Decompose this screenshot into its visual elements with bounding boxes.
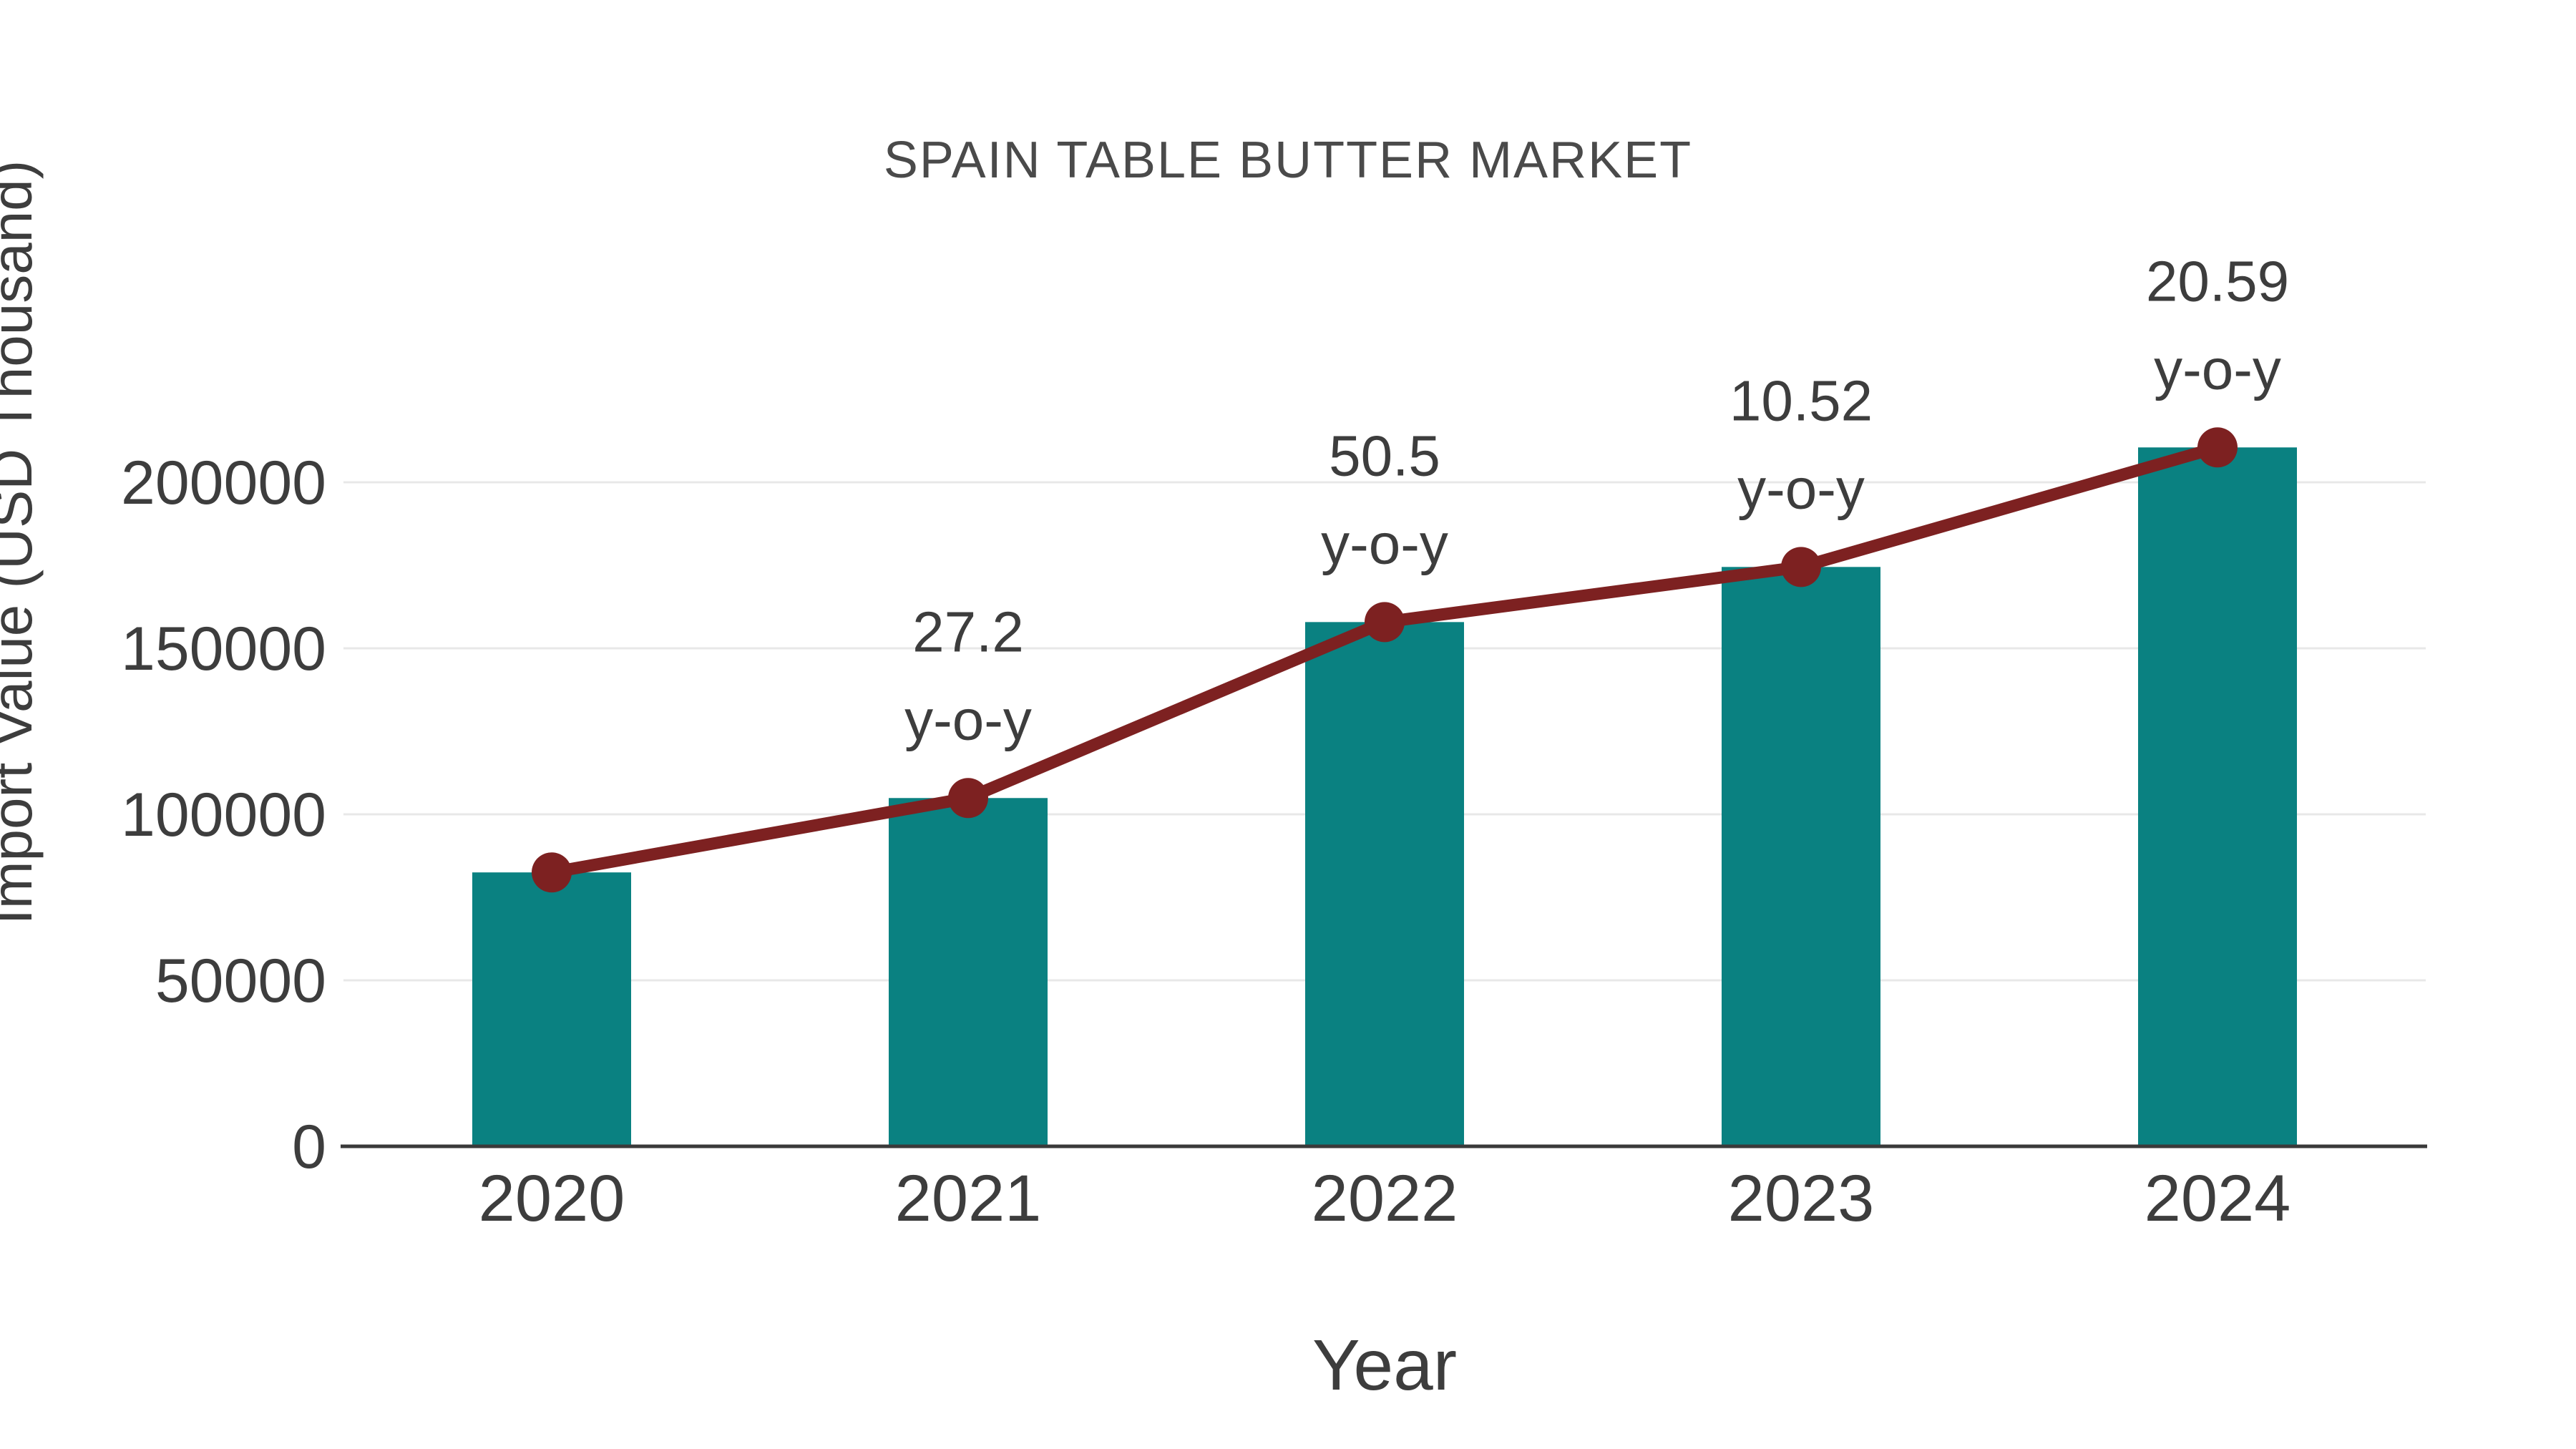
bar-2020 (472, 872, 631, 1146)
y-axis-title: Import Value (USD Thousand) (0, 160, 44, 925)
yoy-value-2021: 27.2 (912, 600, 1024, 663)
bar-2024 (2138, 447, 2297, 1146)
yoy-annotations: 27.2 y-o-y 50.5 y-o-y 10.52 y-o-y 20.59 y-o-y (904, 249, 2289, 751)
yoy-suffix-2022: y-o-y (1321, 512, 1448, 575)
yoy-value-2023: 10.52 (1729, 369, 1873, 432)
chart-title: SPAIN TABLE BUTTER MARKET (884, 132, 1692, 189)
line-series (532, 427, 2238, 893)
x-tick-label-2021: 2021 (895, 1162, 1042, 1235)
yoy-suffix-2024: y-o-y (2154, 337, 2281, 401)
yoy-suffix-2021: y-o-y (904, 688, 1032, 751)
yoy-value-2022: 50.5 (1329, 424, 1440, 487)
line-marker-2020 (532, 852, 572, 893)
bar-2023 (1722, 567, 1880, 1146)
x-tick-label-2022: 2022 (1312, 1162, 1458, 1235)
bar-2021 (889, 798, 1048, 1146)
bar-2022 (1305, 622, 1464, 1146)
line-marker-2023 (1781, 547, 1821, 587)
y-tick-label: 0 (292, 1113, 326, 1181)
x-tick-label-2020: 2020 (479, 1162, 625, 1235)
y-tick-label: 150000 (121, 615, 326, 683)
x-axis-tick-labels: 2020 2021 2022 2023 2024 (479, 1162, 2291, 1235)
yoy-value-2024: 20.59 (2146, 249, 2289, 313)
yoy-suffix-2023: y-o-y (1737, 457, 1865, 520)
bar-series (472, 447, 2297, 1146)
x-axis-title: Year (1312, 1325, 1457, 1405)
line-marker-2021 (948, 778, 988, 819)
y-tick-label: 100000 (121, 781, 326, 849)
y-tick-label: 200000 (121, 449, 326, 517)
y-tick-label: 50000 (155, 947, 326, 1015)
y-axis-tick-labels: 0 50000 100000 150000 200000 (121, 449, 326, 1181)
line-marker-2022 (1365, 602, 1405, 643)
x-tick-label-2024: 2024 (2145, 1162, 2291, 1235)
line-marker-2024 (2197, 427, 2238, 468)
x-tick-label-2023: 2023 (1728, 1162, 1875, 1235)
